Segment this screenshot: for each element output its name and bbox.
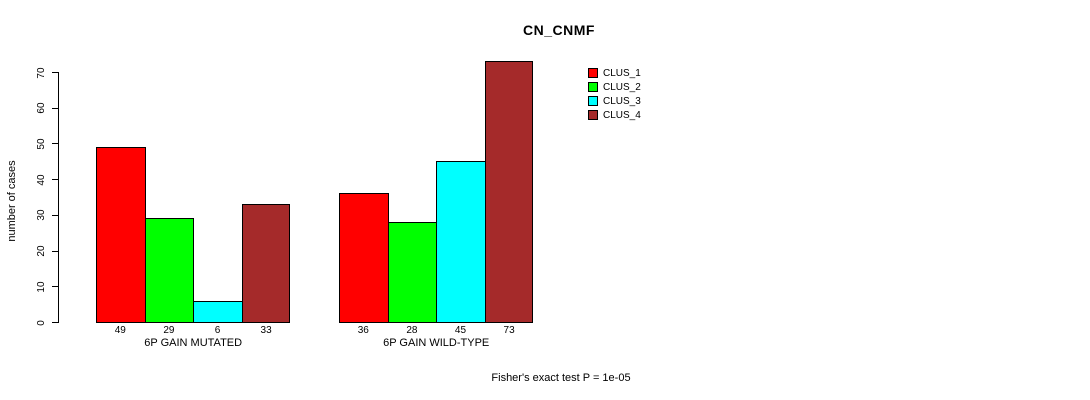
legend-swatch-clus_2	[588, 82, 598, 92]
bar-value-label: 29	[163, 325, 175, 336]
legend-swatch-clus_1	[588, 68, 598, 78]
y-axis-tick	[52, 250, 58, 252]
y-axis-tick-label: 20	[36, 245, 47, 257]
y-axis-tick-label: 0	[36, 319, 47, 326]
fisher-test-note: Fisher's exact test P = 1e-05	[491, 372, 631, 384]
y-axis-tick	[52, 322, 58, 323]
y-axis-tick	[52, 214, 58, 216]
group-label: 6P GAIN MUTATED	[144, 337, 243, 349]
bar-clus_4-group-0	[241, 204, 291, 323]
chart-title: CN_CNMF	[523, 22, 595, 38]
bar-clus_2-group-1	[387, 222, 438, 323]
legend-item: CLUS_1	[588, 66, 641, 80]
bar-clus_4-group-1	[484, 61, 534, 323]
legend-swatch-clus_3	[588, 96, 598, 106]
bar-value-label: 28	[406, 325, 418, 336]
y-axis-tick	[52, 72, 58, 73]
y-axis-tick	[52, 143, 58, 145]
y-axis-tick-label: 40	[36, 174, 47, 186]
y-axis-tick-label: 60	[36, 102, 47, 114]
legend-label: CLUS_4	[603, 109, 641, 121]
bar-value-label: 36	[357, 325, 369, 336]
bar-clus_1-group-0	[96, 147, 146, 323]
y-axis-tick	[52, 286, 58, 288]
bar-value-label: 33	[260, 325, 272, 336]
legend-label: CLUS_3	[603, 95, 641, 107]
legend-swatch-clus_4	[588, 110, 598, 120]
y-axis-tick-label: 30	[36, 209, 47, 221]
group-label: 6P GAIN WILD-TYPE	[383, 337, 490, 349]
bar-value-label: 73	[503, 325, 515, 336]
bar-clus_2-group-0	[144, 218, 195, 323]
y-axis-tick	[52, 107, 58, 109]
legend-label: CLUS_1	[603, 67, 641, 79]
bar-value-label: 45	[454, 325, 467, 336]
bar-clus_3-group-0	[193, 300, 243, 323]
bar-value-label: 6	[214, 325, 221, 336]
legend-item: CLUS_4	[588, 108, 641, 122]
bar-clus_1-group-1	[339, 193, 389, 323]
y-axis-line	[58, 72, 59, 323]
y-axis-tick-label: 70	[36, 66, 47, 79]
y-axis-tick-label: 10	[36, 281, 47, 293]
y-axis-tick-label: 50	[36, 138, 47, 150]
y-axis-label: number of cases	[6, 160, 18, 242]
legend-label: CLUS_2	[603, 81, 641, 93]
legend-item: CLUS_3	[588, 94, 641, 108]
legend: CLUS_1 CLUS_2 CLUS_3 CLUS_4	[588, 66, 641, 122]
legend-item: CLUS_2	[588, 80, 641, 94]
y-axis-tick	[52, 179, 58, 181]
bar-value-label: 49	[114, 325, 126, 336]
bar-clus_3-group-1	[436, 161, 486, 323]
